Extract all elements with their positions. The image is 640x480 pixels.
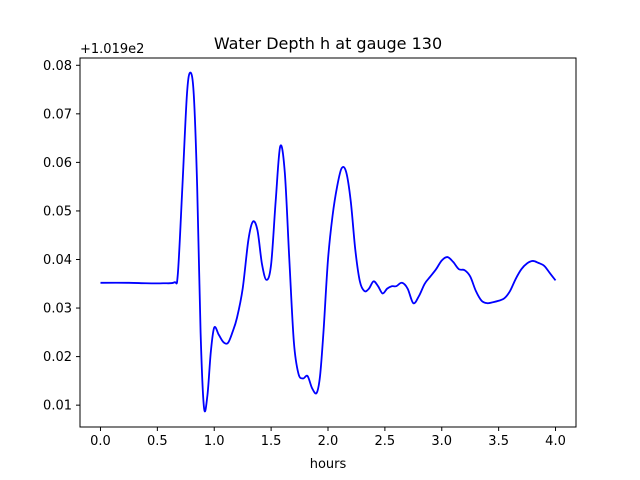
x-tick-label: 3.0: [431, 434, 452, 449]
x-tick-label: 0.0: [90, 434, 111, 449]
x-tick-label: 0.5: [147, 434, 168, 449]
chart-title: Water Depth h at gauge 130: [214, 34, 442, 53]
y-tick-label: 0.04: [43, 253, 72, 268]
y-tick-label: 0.08: [43, 59, 72, 74]
y-tick-label: 0.05: [43, 204, 72, 219]
x-tick-label: 1.5: [261, 434, 282, 449]
x-tick-label: 2.5: [375, 434, 396, 449]
x-axis-label: hours: [310, 457, 347, 472]
series-line-0: [100, 71, 557, 413]
y-tick-label: 0.02: [43, 350, 72, 365]
y-tick-label: 0.03: [43, 302, 72, 317]
y-axis-offset-text: +1.019e2: [80, 42, 144, 57]
y-tick-label: 0.07: [43, 107, 72, 122]
plot-area: [80, 58, 576, 427]
x-tick-label: 1.0: [204, 434, 225, 449]
x-tick-label: 2.0: [318, 434, 339, 449]
x-tick-label: 4.0: [545, 434, 566, 449]
y-tick-label: 0.06: [43, 156, 72, 171]
x-tick-label: 3.5: [488, 434, 509, 449]
y-tick-label: 0.01: [43, 399, 72, 414]
